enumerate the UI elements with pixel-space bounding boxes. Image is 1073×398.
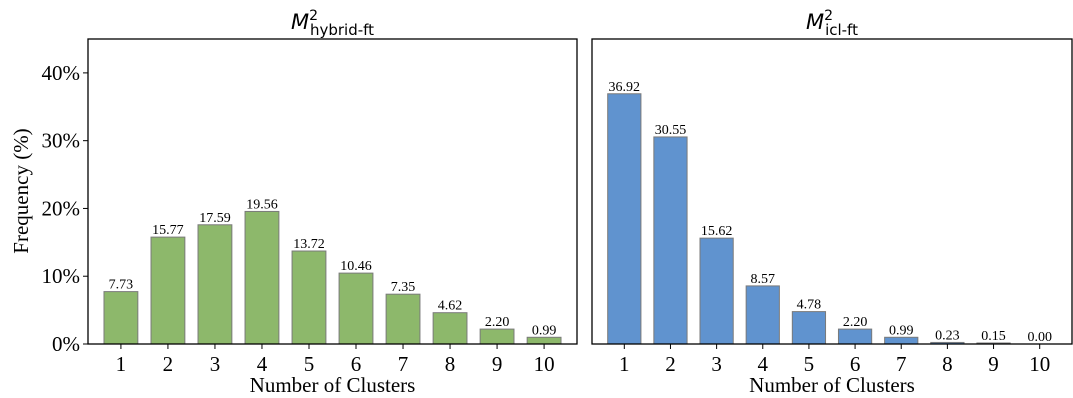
data-label: 15.62: [701, 224, 733, 239]
data-label: 7.35: [391, 280, 416, 295]
y-tick-label: 30%: [42, 129, 81, 153]
data-label: 8.57: [751, 272, 776, 287]
x-tick-label: 9: [492, 352, 503, 376]
data-label: 0.99: [889, 323, 914, 338]
bar-9: [479, 328, 515, 345]
x-tick-label: 7: [896, 352, 907, 376]
data-label: 36.92: [609, 80, 641, 95]
x-tick-label: 6: [850, 352, 861, 376]
y-tick-label: 0%: [52, 332, 80, 356]
y-tick-label: 40%: [42, 61, 81, 85]
data-label: 4.78: [797, 298, 822, 313]
x-tick-label: 9: [988, 352, 999, 376]
x-tick-label: 1: [116, 352, 127, 376]
x-tick-label: 8: [445, 352, 456, 376]
bar-5: [791, 311, 827, 345]
bar-6: [837, 328, 873, 345]
x-tick-label: 3: [210, 352, 221, 376]
x-tick-label: 2: [163, 352, 174, 376]
y-tick-label: 20%: [42, 196, 81, 220]
data-label: 4.62: [438, 299, 463, 314]
data-label: 2.20: [485, 315, 510, 330]
right-panel: 36.92 1 30.55 2 15.62 3 8.57 4 4.78 5 2.20 6 0.99 7 0.…: [591, 8, 1073, 397]
data-label: 7.73: [109, 278, 134, 293]
x-tick-label: 5: [304, 352, 315, 376]
y-axis-label: Frequency (%): [9, 128, 33, 253]
bar-8: [432, 312, 468, 345]
data-label: 15.77: [152, 223, 184, 238]
bar-2: [150, 236, 186, 345]
x-tick-label: 4: [257, 352, 268, 376]
x-tick-label: 3: [711, 352, 722, 376]
bar-3: [197, 224, 233, 345]
bar-4: [745, 285, 780, 345]
x-tick-label: 6: [351, 352, 362, 376]
x-tick-label: 7: [398, 352, 409, 376]
data-label: 0.00: [1027, 330, 1052, 345]
panel-title: M2 hybrid-ft: [291, 8, 374, 39]
panel-title: M2 icl-ft: [806, 8, 858, 39]
x-axis-label: Number of Clusters: [749, 373, 915, 397]
data-label: 10.46: [340, 259, 372, 274]
data-label: 0.15: [981, 329, 1006, 344]
bar-2: [653, 136, 688, 345]
x-tick-label: 2: [665, 352, 676, 376]
bar-5: [291, 250, 327, 345]
x-tick-label: 8: [942, 352, 953, 376]
bar-1: [607, 93, 642, 345]
x-tick-label: 10: [1029, 352, 1050, 376]
data-label: 0.99: [532, 323, 557, 338]
x-tick-label: 4: [758, 352, 769, 376]
bar-1: [103, 291, 139, 345]
bar-4: [244, 210, 280, 345]
bar-7: [385, 293, 421, 345]
left-panel: 7.73 1 15.77 2 17.59 3 19.56 4 13.72 5 10.46 6 7.35 7…: [42, 8, 578, 397]
x-tick-label: 5: [804, 352, 815, 376]
data-label: 0.23: [935, 328, 960, 343]
x-axis-label: Number of Clusters: [250, 373, 416, 397]
x-tick-label: 10: [534, 352, 555, 376]
bar-3: [699, 237, 734, 345]
bar-6: [338, 272, 374, 345]
data-label: 17.59: [199, 211, 231, 226]
data-label: 13.72: [293, 237, 325, 252]
data-label: 30.55: [655, 123, 687, 138]
plot-frame: [87, 38, 578, 345]
data-label: 19.56: [246, 197, 278, 212]
y-tick-label: 10%: [42, 264, 81, 288]
plot-frame: [591, 38, 1073, 345]
x-tick-label: 1: [619, 352, 630, 376]
data-label: 2.20: [843, 315, 868, 330]
